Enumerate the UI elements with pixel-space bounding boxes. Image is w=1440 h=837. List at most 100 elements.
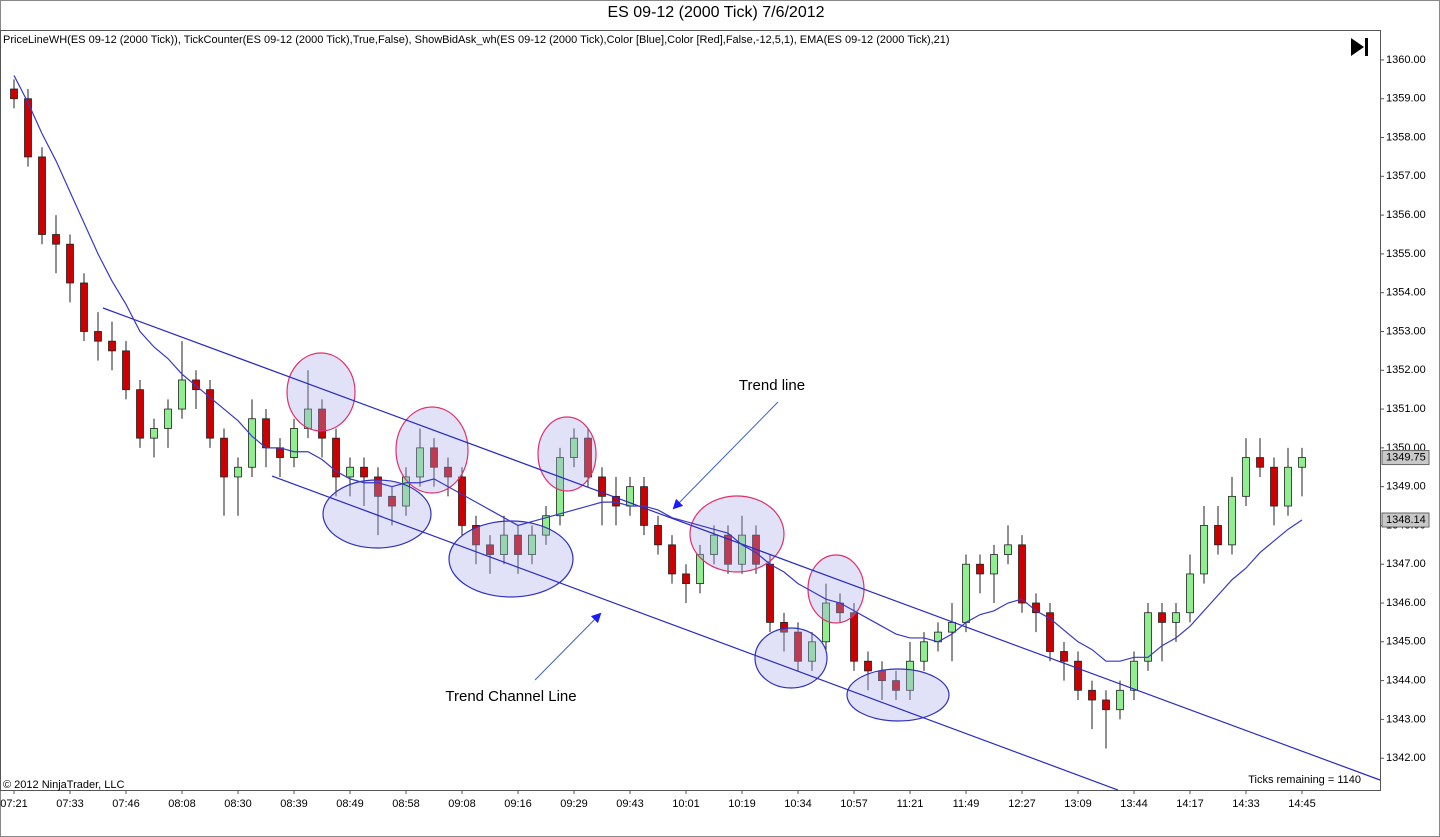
x-tick-label: 08:08 [168, 798, 196, 810]
candle-body [948, 622, 956, 633]
highlight-ellipse [689, 495, 785, 573]
candle-body [528, 534, 536, 555]
candle-body [164, 408, 172, 429]
x-tick-label: 14:45 [1288, 798, 1316, 810]
x-tick-label: 11:49 [953, 798, 980, 810]
y-tick-label: 1347.00 [1386, 558, 1426, 570]
y-tick-label: 1343.00 [1386, 713, 1426, 725]
candle-body [262, 418, 270, 449]
y-tick-label: 1352.00 [1386, 364, 1426, 376]
candle-body [976, 563, 984, 575]
x-tick-label: 08:39 [280, 798, 308, 810]
y-tick-label: 1356.00 [1386, 209, 1426, 221]
candle-body [332, 437, 340, 478]
y-tick-label: 1342.00 [1386, 752, 1426, 764]
candle-body [724, 534, 732, 565]
candle-body [444, 466, 452, 478]
price-marker-label: 1349.75 [1386, 451, 1426, 463]
candle-body [598, 476, 606, 497]
plot-frame [0, 30, 1381, 791]
x-tick-label: 07:21 [0, 798, 28, 810]
candle-body [808, 641, 816, 662]
x-tick-label: 07:33 [56, 798, 84, 810]
ticks-remaining: Ticks remaining = 1140 [1248, 774, 1361, 786]
y-tick-label: 1358.00 [1386, 131, 1426, 143]
candle-body [990, 554, 998, 575]
candle-body [346, 466, 354, 478]
candle-body [1172, 612, 1180, 623]
candle-body [794, 631, 802, 662]
candle-body [318, 408, 326, 439]
candle-body [374, 476, 382, 497]
highlight-ellipse [395, 406, 469, 494]
chart-title: ES 09-12 (2000 Tick) 7/6/2012 [607, 4, 824, 21]
candle-body [1102, 699, 1110, 711]
indicator-list: PriceLineWH(ES 09-12 (2000 Tick)), TickC… [3, 34, 950, 46]
candle-body [780, 622, 788, 633]
candle-body [962, 563, 970, 623]
price-marker [1381, 512, 1430, 528]
candle-body [542, 515, 550, 536]
candle-body [136, 389, 144, 439]
x-tick-label: 13:09 [1064, 798, 1092, 810]
candle-body [1242, 457, 1250, 497]
candle-body [1130, 660, 1138, 691]
candle-body [52, 234, 60, 245]
candle-body [584, 437, 592, 478]
x-tick-label: 13:44 [1120, 798, 1148, 810]
candle-body [38, 156, 46, 235]
x-tick-label: 14:17 [1176, 798, 1204, 810]
candle-body [458, 476, 466, 526]
candle-body [178, 379, 186, 410]
candle-body [1228, 495, 1236, 546]
arrow [534, 612, 602, 681]
candle-body [402, 476, 410, 507]
candle-body [248, 418, 256, 468]
candle-body [1018, 544, 1026, 604]
candle-body [1214, 525, 1222, 546]
candle-body [416, 447, 424, 478]
candle-body [654, 525, 662, 546]
candle-body [24, 98, 32, 158]
y-tick-label: 1354.00 [1386, 287, 1426, 299]
highlight-ellipse [846, 668, 950, 722]
y-tick-label: 1345.00 [1386, 636, 1426, 648]
x-tick-label: 10:01 [672, 798, 700, 810]
x-tick-label: 14:33 [1232, 798, 1260, 810]
candle-body [388, 495, 396, 507]
go-to-end-icon[interactable] [1351, 38, 1368, 56]
highlight-ellipse [807, 554, 865, 624]
candle-body [766, 563, 774, 623]
candle-body [80, 282, 88, 332]
candle-body [906, 660, 914, 691]
candle-body [108, 340, 116, 352]
candle-body [206, 389, 214, 439]
candle-body [514, 534, 522, 555]
candle-body [892, 680, 900, 691]
y-tick-label: 1360.00 [1386, 54, 1426, 66]
highlight-ellipse [286, 352, 356, 432]
copyright: © 2012 NinjaTrader, LLC [3, 779, 124, 791]
candle-body [234, 466, 242, 478]
x-tick-label: 10:19 [728, 798, 756, 810]
candle-body [570, 437, 578, 458]
candle-body [920, 641, 928, 662]
arrow [672, 401, 779, 510]
x-tick-label: 10:34 [784, 798, 812, 810]
y-tick-label: 1349.00 [1386, 481, 1426, 493]
candle-body [1004, 544, 1012, 555]
candle-body [878, 670, 886, 682]
candle-body [1298, 457, 1306, 468]
highlight-ellipse [537, 416, 597, 492]
candle-body [556, 457, 564, 517]
candle-body [1046, 612, 1054, 652]
x-tick-label: 11:21 [897, 798, 924, 810]
candle-body [486, 544, 494, 555]
annotation: Trend line [739, 377, 805, 394]
x-tick-label: 10:57 [840, 798, 868, 810]
candle-body [1116, 689, 1124, 711]
x-tick-label: 07:46 [112, 798, 140, 810]
candle-body [122, 350, 130, 391]
